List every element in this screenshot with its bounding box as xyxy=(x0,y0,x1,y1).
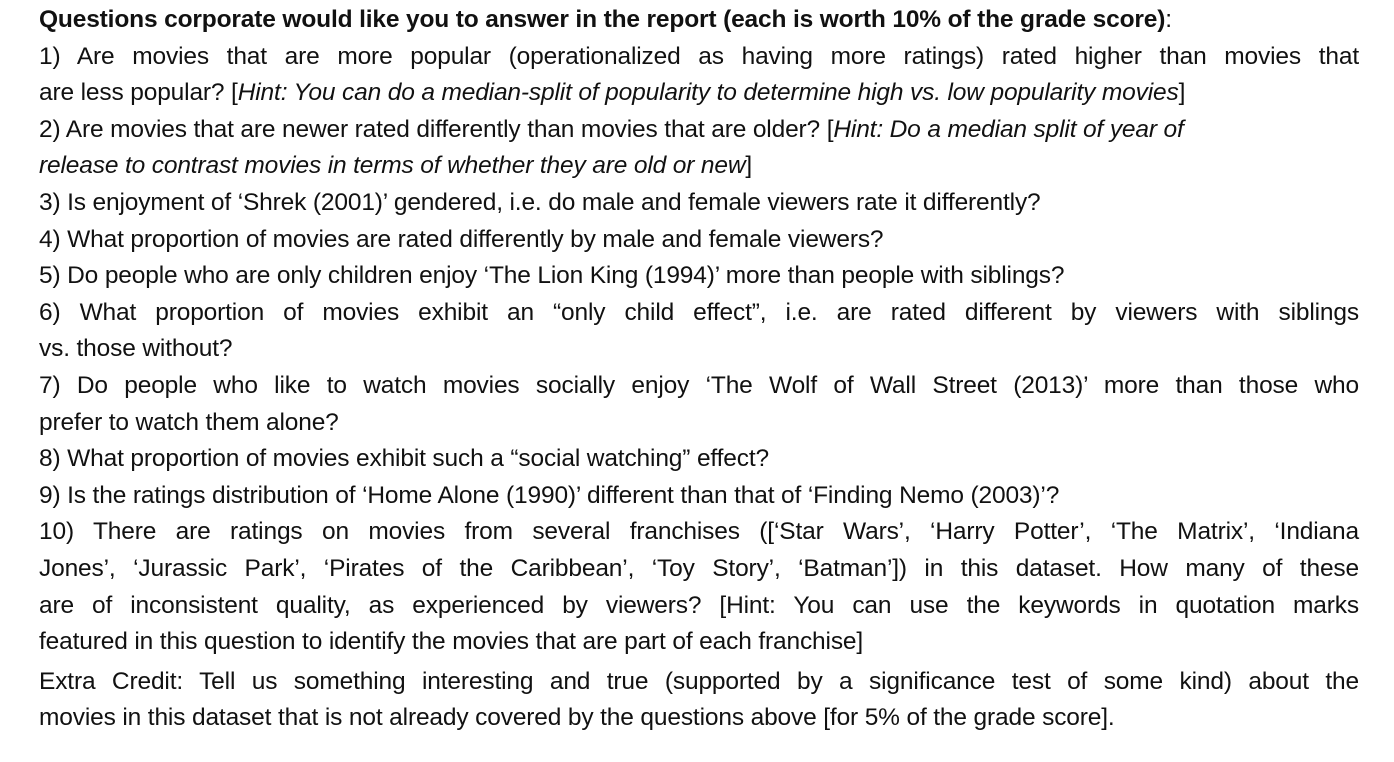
question-8: 8) What proportion of movies exhibit suc… xyxy=(39,441,1359,478)
question-2-line-1: 2) Are movies that are newer rated diffe… xyxy=(39,112,1359,149)
question-7-line-2: prefer to watch them alone? xyxy=(39,408,339,436)
question-6: 6) What proportion of movies exhibit an … xyxy=(39,295,1359,368)
extra-credit-line-2: movies in this dataset that is not alrea… xyxy=(39,704,1115,732)
extra-credit-line-1: Extra Credit: Tell us something interest… xyxy=(39,667,1359,695)
question-4-line-1: 4) What proportion of movies are rated d… xyxy=(39,225,884,253)
extra-credit: Extra Credit: Tell us something interest… xyxy=(39,664,1359,737)
question-5: 5) Do people who are only children enjoy… xyxy=(39,258,1359,295)
questions-heading: Questions corporate would like you to an… xyxy=(39,2,1359,39)
question-2-text: 2) Are movies that are newer rated diffe… xyxy=(39,115,834,143)
question-9: 9) Is the ratings distribution of ‘Home … xyxy=(39,478,1359,515)
question-9-line-1: 9) Is the ratings distribution of ‘Home … xyxy=(39,481,1060,509)
question-6-line-1: 6) What proportion of movies exhibit an … xyxy=(39,298,1359,326)
question-10-line-1: 10) There are ratings on movies from sev… xyxy=(39,518,1359,546)
question-1-hint: Hint: You can do a median-split of popul… xyxy=(237,79,1179,107)
question-4: 4) What proportion of movies are rated d… xyxy=(39,222,1359,259)
question-10-line-2: Jones’, ‘Jurassic Park’, ‘Pirates of the… xyxy=(39,554,1359,582)
question-2-bracket: ] xyxy=(745,152,753,180)
question-5-line-1: 5) Do people who are only children enjoy… xyxy=(39,262,1065,290)
report-questions-document: Questions corporate would like you to an… xyxy=(39,2,1359,737)
question-1: 1) Are movies that are more popular (ope… xyxy=(39,39,1359,112)
question-1-line-2: are less popular? [Hint: You can do a me… xyxy=(39,75,1359,112)
heading-colon: : xyxy=(1165,6,1172,33)
question-10-line-3: are of inconsistent quality, as experien… xyxy=(39,591,1359,619)
question-2: 2) Are movies that are newer rated diffe… xyxy=(39,112,1359,185)
question-3-line-1: 3) Is enjoyment of ‘Shrek (2001)’ gender… xyxy=(39,188,1041,216)
question-2-line-2: release to contrast movies in terms of w… xyxy=(39,148,1359,185)
question-7: 7) Do people who like to watch movies so… xyxy=(39,368,1359,441)
question-2-hint-start: Hint: Do a median split of year of xyxy=(833,115,1184,143)
heading-text: Questions corporate would like you to an… xyxy=(39,6,1166,33)
question-8-line-1: 8) What proportion of movies exhibit suc… xyxy=(39,445,769,473)
question-1-text: are less popular? [ xyxy=(39,79,238,107)
question-3: 3) Is enjoyment of ‘Shrek (2001)’ gender… xyxy=(39,185,1359,222)
question-2-hint-end: release to contrast movies in terms of w… xyxy=(39,152,746,180)
question-1-bracket: ] xyxy=(1178,79,1186,107)
question-10: 10) There are ratings on movies from sev… xyxy=(39,514,1359,660)
question-7-line-1: 7) Do people who like to watch movies so… xyxy=(39,371,1359,399)
question-10-line-4: featured in this question to identify th… xyxy=(39,628,864,656)
question-6-line-2: vs. those without? xyxy=(39,335,233,363)
question-1-line-1: 1) Are movies that are more popular (ope… xyxy=(39,42,1359,70)
